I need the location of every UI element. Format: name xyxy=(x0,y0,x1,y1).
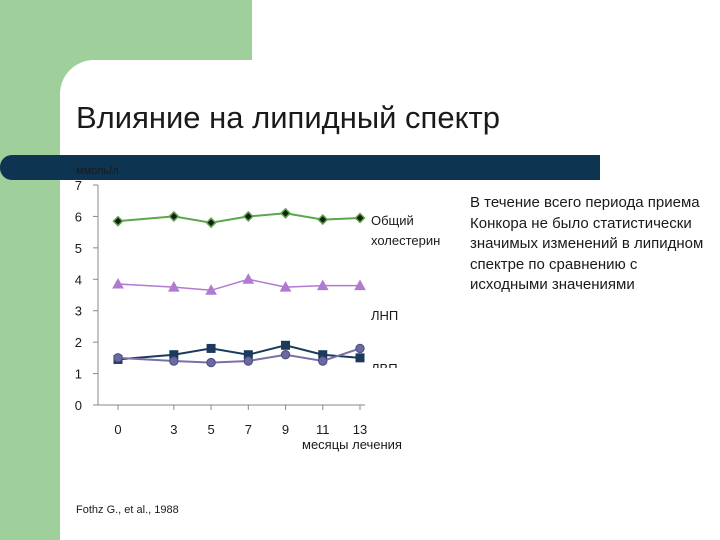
series-3-point-1 xyxy=(169,356,179,366)
series-0-point-3 xyxy=(242,210,254,222)
y-tick-label-0: 0 xyxy=(75,398,82,413)
x-tick-label-0: 0 xyxy=(114,422,121,437)
x-tick-label-9: 9 xyxy=(282,422,289,437)
source-citation: Fothz G., et al., 1988 xyxy=(76,504,179,516)
series-3-point-0 xyxy=(113,353,123,363)
series-0 xyxy=(112,207,366,229)
series-1 xyxy=(112,273,366,295)
series-3 xyxy=(113,343,365,368)
series-0-point-5 xyxy=(317,214,329,226)
chart-axes xyxy=(93,184,365,410)
x-axis-title: месяцы лечения xyxy=(302,437,402,452)
conclusion-text: В течение всего периода приема Конкора н… xyxy=(470,194,704,293)
title-bar xyxy=(0,155,600,180)
series-2-point-2 xyxy=(206,343,216,353)
series-1-point-4 xyxy=(279,281,292,292)
y-tick-label-2: 2 xyxy=(75,335,82,350)
series-label-hdl: ЛВП xyxy=(371,361,398,376)
slide-title: Влияние на липидный спектр xyxy=(76,100,500,135)
series-3-point-3 xyxy=(243,356,254,366)
x-tick-label-7: 7 xyxy=(245,422,252,437)
y-tick-label-1: 1 xyxy=(75,367,82,382)
series-3-point-5 xyxy=(318,356,328,366)
y-tick-label-3: 3 xyxy=(75,304,82,319)
content-panel xyxy=(60,60,720,540)
y-tick-label-6: 6 xyxy=(75,209,82,224)
series-1-point-6 xyxy=(354,279,366,291)
y-tick-label-7: 7 xyxy=(75,178,82,193)
series-0-point-1 xyxy=(168,210,180,222)
x-tick-label-11: 11 xyxy=(316,422,330,437)
series-3-point-4 xyxy=(280,350,291,360)
series-0-point-2 xyxy=(205,217,217,229)
series-0-point-4 xyxy=(279,207,292,219)
series-0-point-6 xyxy=(354,212,366,224)
y-tick-label-5: 5 xyxy=(75,241,82,256)
x-tick-label-3: 3 xyxy=(170,422,177,437)
series-1-point-0 xyxy=(112,277,124,289)
series-1-point-1 xyxy=(167,281,180,292)
x-tick-label-5: 5 xyxy=(207,422,214,437)
series-1-point-3 xyxy=(242,273,255,284)
series-label-ldl: ЛНП xyxy=(371,308,398,323)
x-tick-label-13: 13 xyxy=(353,422,367,437)
series-3-point-6 xyxy=(355,343,365,354)
series-1-point-2 xyxy=(205,284,217,295)
series-3-point-2 xyxy=(206,357,216,368)
series-1-point-5 xyxy=(316,279,329,291)
series-label-total-cholesterol: Общий холестерин xyxy=(371,213,440,248)
y-tick-label-4: 4 xyxy=(75,272,82,287)
series-2-point-4 xyxy=(281,340,291,350)
y-axis-unit-label: ммоль/л xyxy=(76,165,119,177)
series-0-point-0 xyxy=(112,215,124,227)
chart-series xyxy=(112,207,366,368)
series-2-point-6 xyxy=(355,353,365,363)
